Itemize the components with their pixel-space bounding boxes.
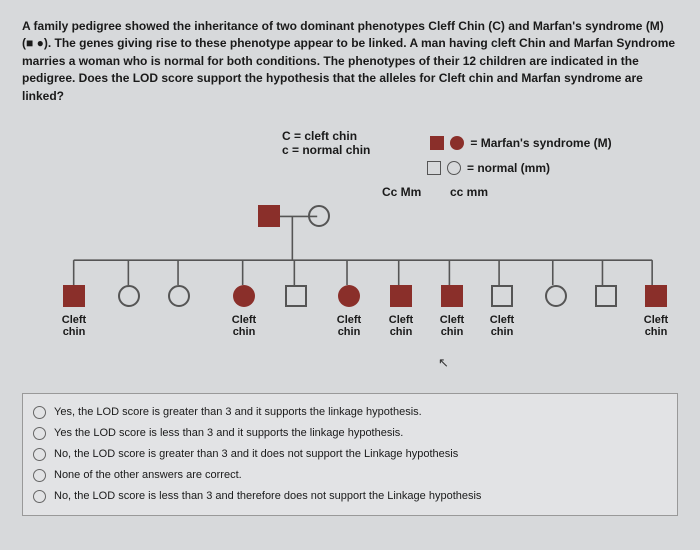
empty-circle-icon	[168, 285, 190, 307]
child-node: Cleftchin	[634, 285, 678, 338]
child-node: Cleftchin	[379, 285, 423, 338]
child-node: Cleftchin	[480, 285, 524, 338]
question-text: A family pedigree showed the inheritance…	[22, 18, 678, 105]
answer-text: No, the LOD score is greater than 3 and …	[54, 448, 458, 460]
filled-square-icon	[63, 285, 85, 307]
phenotype-label: Cleftchin	[327, 314, 371, 338]
child-node: Cleftchin	[222, 285, 266, 338]
legend-marfan: = Marfan's syndrome (M)	[430, 129, 611, 157]
pedigree-diagram: CleftchinCleftchinCleftchinCleftchinClef…	[22, 205, 678, 365]
phenotype-label: Cleftchin	[52, 314, 96, 338]
answer-panel: Yes, the LOD score is greater than 3 and…	[22, 393, 678, 516]
parent-node	[297, 205, 341, 234]
answer-option[interactable]: No, the LOD score is greater than 3 and …	[33, 444, 667, 465]
empty-square-icon	[595, 285, 617, 307]
legend-normal-text: = normal (mm)	[467, 161, 550, 175]
legend-row-1: C = cleft chin c = normal chin = Marfan'…	[282, 129, 678, 157]
filled-square-icon	[258, 205, 280, 227]
empty-circle-icon	[447, 161, 461, 175]
filled-square-icon	[430, 136, 444, 150]
radio-icon[interactable]	[33, 448, 46, 461]
radio-icon[interactable]	[33, 406, 46, 419]
phenotype-label: Cleftchin	[634, 314, 678, 338]
empty-circle-icon	[545, 285, 567, 307]
radio-icon[interactable]	[33, 469, 46, 482]
child-node: Cleftchin	[430, 285, 474, 338]
child-node	[107, 285, 151, 314]
parent-node	[247, 205, 291, 234]
phenotype-label: Cleftchin	[222, 314, 266, 338]
child-node	[584, 285, 628, 314]
answer-text: Yes the LOD score is less than 3 and it …	[54, 427, 403, 439]
filled-square-icon	[441, 285, 463, 307]
child-node: Cleftchin	[327, 285, 371, 338]
legend-marfan-text: = Marfan's syndrome (M)	[470, 136, 611, 150]
answer-text: No, the LOD score is less than 3 and the…	[54, 490, 481, 502]
phenotype-label: Cleftchin	[480, 314, 524, 338]
answer-text: Yes, the LOD score is greater than 3 and…	[54, 406, 422, 418]
answer-option[interactable]: No, the LOD score is less than 3 and the…	[33, 486, 667, 507]
answer-option[interactable]: None of the other answers are correct.	[33, 465, 667, 486]
answer-option[interactable]: Yes the LOD score is less than 3 and it …	[33, 423, 667, 444]
mother-genotype: cc mm	[450, 185, 488, 199]
father-genotype: Cc Mm	[382, 185, 421, 199]
radio-icon[interactable]	[33, 490, 46, 503]
filled-circle-icon	[233, 285, 255, 307]
filled-square-icon	[645, 285, 667, 307]
radio-icon[interactable]	[33, 427, 46, 440]
phenotype-label: Cleftchin	[379, 314, 423, 338]
legend-c-lower: c = normal chin	[282, 143, 370, 157]
legend-normal: = normal (mm)	[427, 161, 678, 175]
child-node: Cleftchin	[52, 285, 96, 338]
child-node	[274, 285, 318, 314]
answer-option[interactable]: Yes, the LOD score is greater than 3 and…	[33, 402, 667, 423]
answer-text: None of the other answers are correct.	[54, 469, 242, 481]
child-node	[157, 285, 201, 314]
filled-circle-icon	[338, 285, 360, 307]
parent-genotypes: Cc Mm cc mm	[192, 185, 678, 199]
phenotype-label: Cleftchin	[430, 314, 474, 338]
child-node	[534, 285, 578, 314]
empty-circle-icon	[308, 205, 330, 227]
filled-square-icon	[390, 285, 412, 307]
empty-square-icon	[285, 285, 307, 307]
empty-square-icon	[427, 161, 441, 175]
filled-circle-icon	[450, 136, 464, 150]
empty-square-icon	[491, 285, 513, 307]
legend-c-upper: C = cleft chin	[282, 129, 370, 143]
empty-circle-icon	[118, 285, 140, 307]
cursor-icon: ↖	[438, 355, 449, 371]
